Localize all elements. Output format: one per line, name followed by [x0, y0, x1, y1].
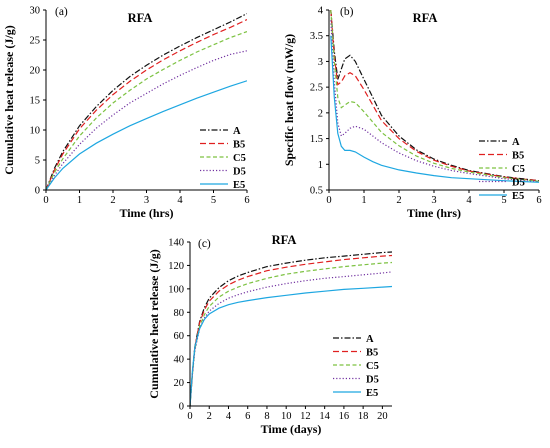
x-tick-label: 4 — [466, 195, 472, 206]
y-tick-label: 0 — [35, 186, 40, 197]
y-tick-label: 20 — [174, 378, 185, 389]
x-tick-label: 6 — [245, 411, 250, 422]
legend-label-d5: D5 — [233, 167, 246, 178]
x-tick-label: 3 — [431, 195, 436, 206]
y-tick-label: 3.5 — [310, 31, 323, 42]
legend-label-e5: E5 — [233, 180, 245, 191]
x-axis-label: Time (hrs) — [119, 206, 173, 220]
chart-title: RFA — [413, 11, 438, 25]
x-tick-label: 4 — [177, 195, 183, 206]
x-tick-label: 18 — [358, 411, 369, 422]
y-tick-label: 2.5 — [310, 83, 323, 94]
x-tick-label: 2 — [396, 195, 401, 206]
y-tick-label: 15 — [30, 96, 41, 107]
y-tick-label: 25 — [30, 36, 41, 47]
series-line-c5 — [190, 261, 392, 406]
legend-label-b5: B5 — [366, 348, 378, 359]
y-tick-label: 20 — [30, 66, 41, 77]
x-tick-label: 12 — [300, 411, 311, 422]
x-tick-label: 10 — [281, 411, 292, 422]
legend: A B5 C5 D5 E5 — [333, 334, 379, 399]
chart-c: 0 2 4 6 8 10 12 14 16 18 20 0 20 40 60 80 100 120 140 Time … — [147, 233, 392, 436]
y-tick-label: 0.5 — [310, 186, 323, 197]
series-line-e5 — [190, 285, 392, 406]
legend-label-a: A — [233, 126, 241, 137]
y-tick-label: 0 — [179, 402, 184, 413]
y-tick-label: 40 — [174, 355, 185, 366]
x-tick-label: 8 — [264, 411, 269, 422]
y-tick-label: 60 — [174, 331, 185, 342]
x-tick-label: 5 — [211, 195, 216, 206]
chart-title: RFA — [128, 11, 153, 25]
series-line-b5 — [190, 254, 392, 406]
series-line-d5 — [330, 20, 539, 183]
series-line-a — [330, 10, 539, 182]
y-axis-label: Cumulative heat release (J/g) — [147, 249, 161, 398]
chart-b: 0 1 2 3 4 5 6 0.5 1 1.5 2 2.5 3 3.5 4 Time (hrs) Specifi… — [282, 6, 542, 221]
legend: A B5 C5 D5 E5 — [200, 126, 246, 191]
y-tick-label: 4 — [318, 6, 324, 17]
series-line-c5 — [330, 10, 539, 182]
y-tick-label: 1 — [318, 160, 323, 171]
y-tick-label: 80 — [174, 308, 185, 319]
series-group — [190, 251, 392, 406]
chart-title: RFA — [272, 233, 297, 247]
y-tick-label: 1.5 — [310, 134, 323, 145]
x-tick-label: 5 — [501, 195, 506, 206]
x-tick-label: 0 — [43, 195, 48, 206]
series-group — [330, 10, 539, 183]
x-tick-label: 16 — [339, 411, 350, 422]
x-tick-label: 3 — [144, 195, 149, 206]
series-line-c5 — [46, 31, 247, 190]
legend-label-e5: E5 — [366, 388, 378, 399]
legend-label-e5: E5 — [512, 191, 524, 202]
x-tick-label: 2 — [207, 411, 212, 422]
series-line-a — [190, 251, 392, 406]
x-tick-label: 0 — [326, 195, 331, 206]
series-line-b5 — [46, 19, 247, 190]
y-tick-label: 2 — [318, 108, 323, 119]
y-tick-label: 120 — [168, 261, 184, 272]
series-line-e5 — [46, 80, 247, 190]
series-line-e5 — [330, 35, 539, 183]
y-tick-label: 100 — [168, 284, 184, 295]
panel-label: (c) — [198, 238, 211, 250]
y-axis-label: Cumulative heat release (J/g) — [2, 25, 16, 174]
panel-label: (a) — [55, 6, 68, 18]
x-tick-label: 1 — [77, 195, 82, 206]
y-tick-label: 3 — [318, 57, 323, 68]
x-tick-label: 4 — [226, 411, 232, 422]
y-axis-label: Specific heat flow (mW/g) — [282, 34, 296, 166]
x-tick-label: 20 — [377, 411, 388, 422]
y-tick-label: 5 — [35, 156, 40, 167]
y-tick-label: 30 — [30, 6, 41, 17]
legend-label-d5: D5 — [366, 375, 379, 386]
legend-label-b5: B5 — [233, 140, 245, 151]
legend-label-a: A — [366, 334, 374, 345]
legend-label-d5: D5 — [512, 178, 525, 189]
x-tick-label: 1 — [361, 195, 366, 206]
legend-label-c5: C5 — [512, 164, 525, 175]
legend-label-c5: C5 — [366, 361, 379, 372]
x-tick-label: 6 — [536, 195, 541, 206]
legend-label-b5: B5 — [512, 151, 524, 162]
y-tick-label: 10 — [30, 126, 41, 137]
series-line-d5 — [46, 50, 247, 190]
panel-label: (b) — [340, 6, 354, 18]
legend-label-a: A — [512, 137, 520, 148]
legend: A B5 C5 D5 E5 — [479, 137, 525, 202]
x-tick-label: 0 — [187, 411, 192, 422]
x-tick-label: 2 — [110, 195, 115, 206]
x-axis-label: Time (hrs) — [407, 206, 461, 220]
series-line-a — [46, 13, 247, 190]
y-tick-label: 140 — [168, 238, 184, 249]
x-tick-label: 6 — [244, 195, 249, 206]
series-line-b5 — [330, 10, 539, 182]
x-axis-label: Time (days) — [261, 422, 322, 436]
legend-label-c5: C5 — [233, 153, 246, 164]
chart-a: 0 1 2 3 4 5 6 0 5 10 15 20 25 30 Time (hrs) Cumulative … — [2, 6, 250, 221]
x-tick-label: 14 — [319, 411, 330, 422]
series-group — [46, 13, 247, 190]
